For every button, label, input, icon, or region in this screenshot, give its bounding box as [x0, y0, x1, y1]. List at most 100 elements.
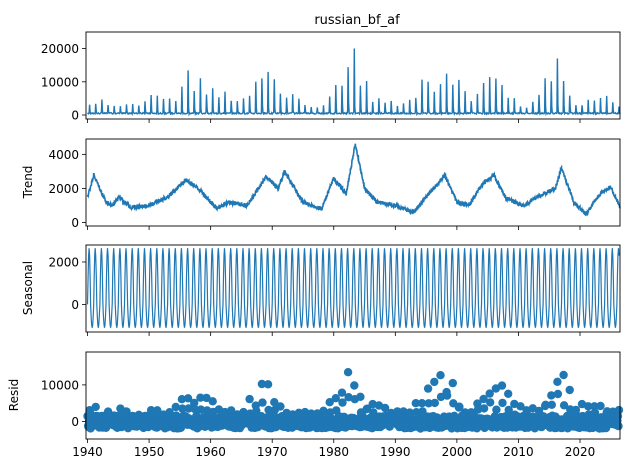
y-tick-label: 20000: [41, 42, 79, 56]
y-tick-label: 4000: [48, 148, 79, 162]
panel-observed: 0 10000 20000: [41, 31, 621, 123]
panel-trend: 0 2000 4000 Trend: [21, 138, 621, 230]
y-tick-label: 0: [71, 216, 79, 230]
resid-point: [455, 402, 464, 411]
resid-point: [479, 394, 488, 404]
resid-point: [430, 398, 439, 408]
y-tick-label: 0: [71, 415, 79, 429]
x-tick-label: 2020: [565, 445, 596, 459]
resid-point: [350, 381, 359, 390]
resid-point: [264, 405, 273, 415]
resid-point: [190, 398, 199, 408]
resid-point: [178, 404, 187, 413]
resid-point: [430, 377, 439, 387]
resid-series: [83, 368, 624, 433]
trend-x-axis: [87, 226, 581, 230]
seasonal-ylabel: Seasonal: [21, 261, 35, 315]
resid-point: [486, 398, 495, 407]
resid-point: [547, 400, 556, 409]
resid-point: [442, 391, 452, 400]
x-tick-label: 1980: [318, 445, 349, 459]
x-tick-label: 1960: [195, 445, 226, 459]
panel-seasonal: 0 2000 Seasonal: [21, 244, 621, 336]
seasonal-series: [86, 248, 620, 328]
resid-point: [590, 402, 599, 411]
resid-point: [91, 402, 100, 412]
resid-point: [190, 404, 199, 414]
resid-point: [184, 404, 193, 413]
resid-point: [423, 384, 433, 393]
resid-point: [479, 404, 489, 413]
resid-point: [331, 394, 340, 403]
resid-point: [343, 368, 353, 377]
resid-point: [202, 393, 211, 403]
trend-frame: [85, 138, 621, 227]
resid-point: [417, 399, 427, 408]
y-tick-label: 0: [71, 109, 79, 123]
resid-point: [614, 421, 623, 431]
resid-point: [541, 400, 550, 409]
x-tick-label: 1940: [72, 445, 103, 459]
resid-point: [473, 399, 482, 408]
trend-series: [86, 143, 621, 216]
resid-point: [337, 388, 347, 397]
resid-point: [424, 399, 433, 408]
resid-point: [270, 398, 279, 407]
resid-point: [245, 394, 254, 404]
trend-ylabel: Trend: [21, 166, 35, 200]
resid-point: [257, 379, 267, 389]
resid-point: [183, 394, 193, 403]
x-tick-label: 1990: [380, 445, 411, 459]
resid-point: [325, 398, 334, 407]
resid-point: [448, 378, 457, 388]
seasonal-x-axis: [87, 332, 581, 336]
resid-point: [614, 405, 624, 415]
resid-point: [263, 380, 273, 389]
resid-point: [497, 381, 507, 390]
trend-line: [86, 143, 621, 216]
seasonal-y-axis: 0 2000: [48, 255, 86, 312]
observed-y-axis: 0 10000 20000: [41, 42, 86, 123]
y-tick-label: 10000: [41, 75, 79, 89]
resid-point: [338, 398, 347, 407]
resid-point: [177, 395, 187, 404]
observed-x-axis: [87, 119, 581, 123]
resid-y-axis: 0 10000: [41, 378, 86, 429]
resid-point: [565, 385, 574, 395]
resid-point: [596, 401, 605, 411]
resid-frame: [85, 351, 621, 440]
trend-y-axis: 0 2000 4000: [48, 148, 86, 230]
resid-point: [146, 406, 156, 415]
resid-point: [196, 405, 206, 414]
seasonal-frame: [85, 244, 621, 333]
resid-point: [227, 406, 236, 415]
resid-point: [584, 402, 593, 411]
resid-ylabel: Resid: [7, 379, 21, 411]
resid-x-axis: 1940 1950 1960 1970 1980 1990 2000 2010 2020: [72, 439, 595, 459]
resid-point: [153, 406, 162, 415]
resid-point: [559, 370, 568, 380]
x-tick-label: 1950: [134, 445, 165, 459]
resid-point: [380, 403, 390, 413]
seasonal-line: [86, 248, 620, 328]
y-tick-label: 2000: [48, 182, 79, 196]
resid-point: [362, 404, 372, 413]
resid-point: [498, 398, 507, 408]
resid-point: [516, 402, 525, 411]
resid-point: [276, 402, 285, 411]
resid-point: [196, 393, 205, 402]
x-tick-label: 1970: [257, 445, 288, 459]
resid-point: [485, 389, 494, 398]
resid-point: [553, 389, 563, 399]
resid-point: [208, 397, 217, 406]
observed-series: [86, 48, 621, 117]
figure-title: russian_bf_af: [314, 13, 400, 28]
resid-point: [436, 371, 445, 380]
x-tick-label: 2010: [503, 445, 534, 459]
observed-line: [86, 48, 621, 117]
y-tick-label: 2000: [48, 255, 79, 269]
resid-point: [385, 422, 394, 431]
resid-point: [171, 402, 180, 412]
resid-point: [547, 391, 556, 400]
